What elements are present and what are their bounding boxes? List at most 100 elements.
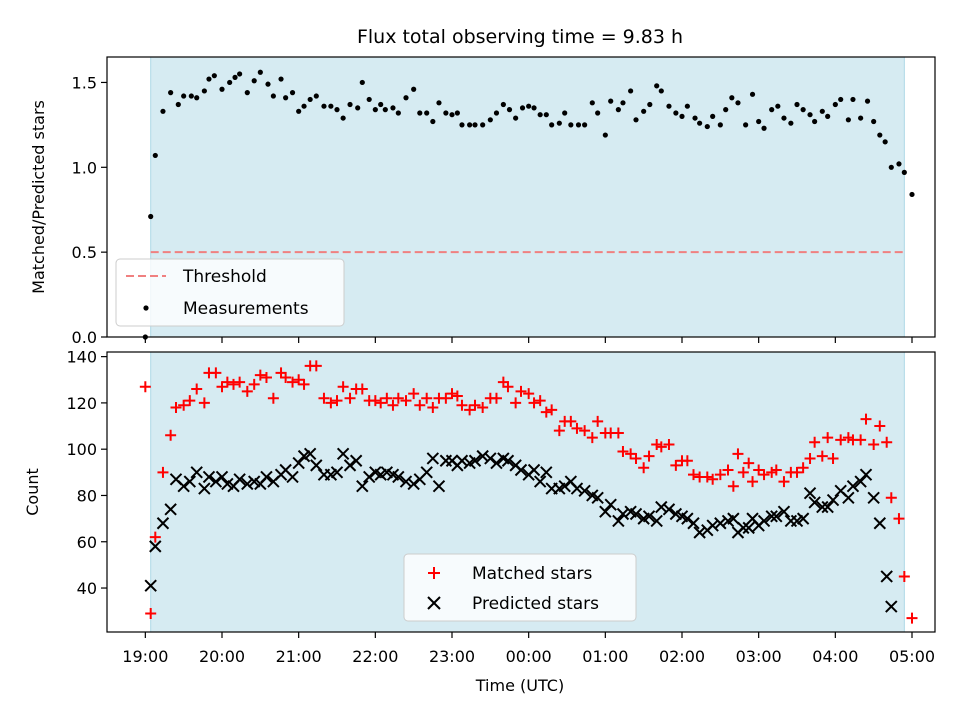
matched-point	[287, 376, 299, 388]
matched-point	[827, 452, 839, 464]
measurement-point	[390, 105, 396, 111]
measurement-point	[289, 90, 296, 96]
count-panel: 40 60 80 100 120 140 19:00 20:00 21:00 22:00 23:00…	[23, 348, 936, 695]
matched-point	[331, 395, 343, 407]
predicted-point	[533, 475, 547, 488]
predicted-point	[650, 514, 663, 528]
measurement-point	[761, 125, 767, 131]
measurement-point	[749, 91, 756, 97]
measurement-point	[825, 113, 831, 119]
measurement-point	[756, 118, 762, 125]
measurement-point	[265, 81, 271, 87]
measurement-point	[181, 93, 187, 99]
matched-point	[392, 392, 404, 404]
measurement-point	[493, 110, 500, 116]
matched-point	[356, 383, 368, 395]
measurement-point	[832, 101, 838, 108]
measurement-point	[296, 108, 302, 114]
predicted-point	[846, 480, 860, 493]
matched-point	[510, 397, 522, 409]
bottom-xtick-label: 23:00	[429, 647, 475, 666]
measurement-point	[500, 101, 506, 108]
measurement-point	[735, 100, 741, 106]
matched-point	[906, 612, 918, 624]
measurement-point	[382, 107, 388, 113]
predicted-point	[420, 466, 433, 479]
matched-point	[310, 360, 322, 372]
predicted-point	[233, 473, 246, 486]
bottom-xtick-label: 05:00	[889, 647, 935, 666]
matched-point	[898, 570, 910, 582]
matched-point	[446, 388, 458, 400]
matched-point	[758, 469, 770, 481]
predicted-point	[578, 484, 591, 498]
measurement-point	[909, 191, 915, 198]
predicted-point	[476, 449, 489, 463]
measurement-point	[781, 115, 787, 121]
measurement-point	[788, 120, 794, 126]
measurement-point	[608, 98, 614, 104]
matched-point	[565, 415, 577, 427]
predicted-point	[765, 510, 778, 523]
measurement-point	[372, 107, 378, 113]
measurement-point	[575, 122, 582, 128]
measurement-point	[403, 95, 409, 101]
matched-point	[714, 469, 726, 481]
matched-point	[860, 413, 872, 425]
measurement-point	[487, 117, 493, 123]
measurement-point	[160, 108, 166, 114]
measurement-point	[257, 69, 263, 75]
predicted-point	[349, 454, 363, 467]
measurement-point	[206, 76, 212, 82]
matched-point	[571, 422, 583, 434]
matched-point	[427, 402, 439, 414]
matched-point	[874, 420, 886, 432]
predicted-point	[662, 503, 676, 516]
measurement-point	[278, 76, 284, 82]
bottom-xtick-label: 22:00	[352, 647, 398, 666]
top-legend-box	[115, 258, 345, 327]
matched-point	[835, 434, 847, 446]
measurement-point	[417, 110, 423, 116]
measurement-point	[877, 132, 883, 138]
measurement-point	[673, 110, 679, 116]
matched-point	[528, 397, 540, 409]
measurement-point	[666, 103, 672, 109]
bottom-xtick-label: 03:00	[736, 647, 782, 666]
bottom-xtick-label: 19:00	[122, 647, 168, 666]
matched-point	[655, 441, 667, 453]
matched-point	[210, 367, 222, 379]
measurement-point	[684, 103, 690, 109]
matched-point	[546, 404, 558, 416]
bottom-xtick-label: 00:00	[506, 647, 552, 666]
measurement-point	[775, 103, 781, 109]
measurement-point	[513, 115, 519, 121]
matched-point	[515, 385, 527, 397]
predicted-point	[392, 470, 405, 484]
measurement-point	[168, 90, 174, 96]
predicted-point	[591, 491, 604, 504]
measurement-point	[378, 101, 384, 108]
predicted-point	[215, 470, 229, 484]
bottom-ytick-label: 60	[77, 533, 97, 552]
measurement-point	[729, 95, 735, 101]
bottom-ytick-label: 100	[66, 440, 97, 459]
matched-point	[451, 390, 463, 402]
matched-point	[688, 469, 699, 481]
matched-point	[248, 378, 260, 390]
predicted-point	[164, 503, 177, 516]
predicted-point	[796, 512, 810, 525]
measurement-point	[436, 100, 442, 106]
predicted-point	[803, 486, 817, 500]
measurement-point	[424, 110, 430, 116]
matched-point	[421, 392, 433, 404]
predicted-point	[885, 600, 898, 613]
top-ytick-label: 1.5	[72, 73, 97, 92]
predicted-point	[808, 496, 821, 509]
matched-point	[198, 397, 210, 409]
bottom-xtick-label: 21:00	[276, 647, 322, 666]
matched-point	[881, 436, 893, 448]
matched-point	[400, 395, 412, 407]
predicted-point	[343, 459, 357, 472]
measurement-point	[188, 93, 194, 99]
